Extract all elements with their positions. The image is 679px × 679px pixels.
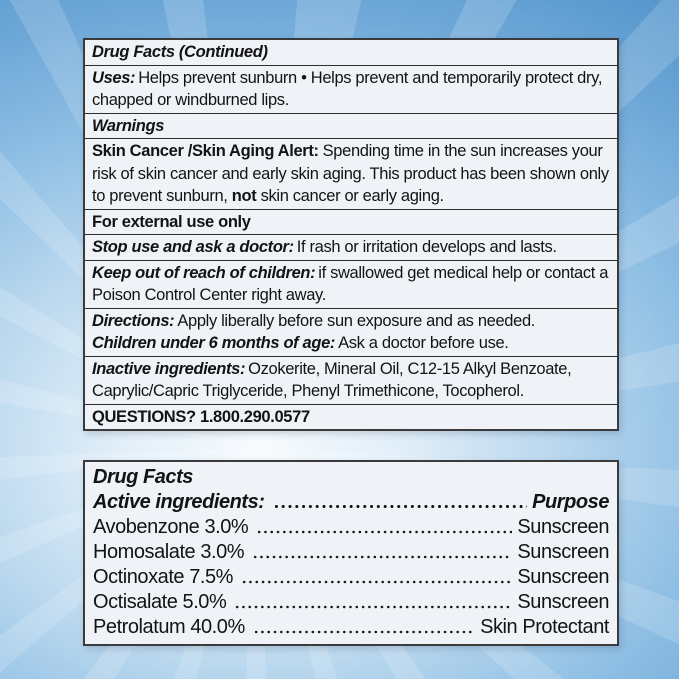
ingredient-name: Avobenzone 3.0% (93, 516, 249, 538)
dot-leader (256, 515, 513, 540)
uses-label: Uses: (92, 68, 136, 87)
stop-use-section: Stop use and ask a doctor: If rash or irr… (85, 234, 617, 260)
ingredient-row: Avobenzone 3.0% Sunscreen (85, 515, 617, 540)
keep-out-text: if swallowed get medical help or contact… (92, 263, 609, 305)
drug-facts-continued-panel: Drug Facts (Continued) Uses: Helps preven… (83, 38, 619, 431)
directions-text: Apply liberally before sun exposure and … (177, 311, 536, 330)
ingredient-row: Octisalate 5.0% Sunscreen (85, 590, 617, 615)
external-use-section: For external use only (85, 208, 617, 235)
ingredient-name: Octisalate 5.0% (93, 591, 227, 613)
children-under6-paragraph: Children under 6 months of age: Ask a doc… (92, 332, 610, 355)
ingredient-row: Octinoxate 7.5% Sunscreen (85, 565, 617, 590)
inactive-ingredients-section: Inactive ingredients: Ozokerite, Mineral … (85, 355, 617, 404)
title-text: Drug Facts (Continued) (92, 43, 268, 61)
inactive-ingredients-text: Ozokerite, Mineral Oil, C12-15 Alkyl Ben… (92, 359, 572, 401)
directions-label: Directions: (92, 311, 175, 330)
dot-leader (241, 565, 513, 590)
inactive-ingredients-label: Inactive ingredients: (92, 359, 246, 378)
drug-facts-panel: Drug Facts Active ingredients: Purpose A… (83, 460, 619, 646)
ingredient-purpose: Sunscreen (517, 541, 609, 563)
skin-alert-text-2: skin cancer or early aging. (256, 187, 445, 205)
keep-out-label: Keep out of reach of children: (92, 263, 316, 282)
children-under6-text: Ask a doctor before use. (338, 334, 509, 352)
purpose-column-label: Purpose (532, 491, 609, 513)
drug-facts-title: Drug Facts (85, 464, 617, 490)
ingredient-row: Homosalate 3.0% Sunscreen (85, 540, 617, 565)
ingredient-purpose: Sunscreen (517, 516, 609, 538)
uses-section: Uses: Helps prevent sunburn • Helps preve… (85, 64, 617, 113)
ingredient-name: Petrolatum 40.0% (93, 616, 245, 638)
uses-text: Helps prevent sunburn • Helps prevent an… (92, 68, 603, 110)
dot-leader (252, 540, 513, 565)
drug-facts-title-text: Drug Facts (93, 466, 193, 488)
dot-leader (234, 590, 513, 615)
warnings-text: Warnings (92, 116, 165, 135)
ingredient-name: Octinoxate 7.5% (93, 566, 233, 588)
active-ingredients-label: Active ingredients: (93, 491, 265, 513)
skin-alert-section: Skin Cancer /Skin Aging Alert: Spending t… (85, 138, 617, 209)
panel-title: Drug Facts (Continued) (85, 40, 617, 65)
children-under6-label: Children under 6 months of age: (92, 334, 336, 352)
skin-alert-bold-word: not (231, 187, 257, 205)
skin-alert-text-1: Spending time in the sun increases your … (92, 142, 609, 205)
ingredient-row: Petrolatum 40.0% Skin Protectant (85, 615, 617, 640)
external-use-text: For external use only (92, 212, 251, 231)
questions-section: QUESTIONS? 1.800.290.0577 (85, 403, 617, 430)
ingredient-rows: Avobenzone 3.0% Sunscreen Homosalate 3.0… (85, 515, 617, 640)
ingredient-purpose: Sunscreen (517, 566, 609, 588)
dot-leader (252, 615, 476, 640)
directions-paragraph: Directions: Apply liberally before sun ex… (92, 310, 610, 333)
skin-alert-label: Skin Cancer /Skin Aging Alert: (92, 142, 319, 160)
stop-use-label: Stop use and ask a doctor: (92, 238, 294, 256)
keep-out-section: Keep out of reach of children: if swallow… (85, 259, 617, 308)
active-ingredients-header-row: Active ingredients: Purpose (85, 490, 617, 515)
ingredient-purpose: Sunscreen (517, 591, 609, 613)
questions-text: QUESTIONS? 1.800.290.0577 (92, 407, 310, 426)
warnings-heading: Warnings (85, 112, 617, 139)
directions-section: Directions: Apply liberally before sun ex… (85, 307, 617, 356)
dot-leader (272, 490, 528, 515)
stop-use-text: If rash or irritation develops and lasts… (296, 238, 557, 256)
ingredient-name: Homosalate 3.0% (93, 541, 245, 563)
ingredient-purpose: Skin Protectant (480, 616, 609, 638)
